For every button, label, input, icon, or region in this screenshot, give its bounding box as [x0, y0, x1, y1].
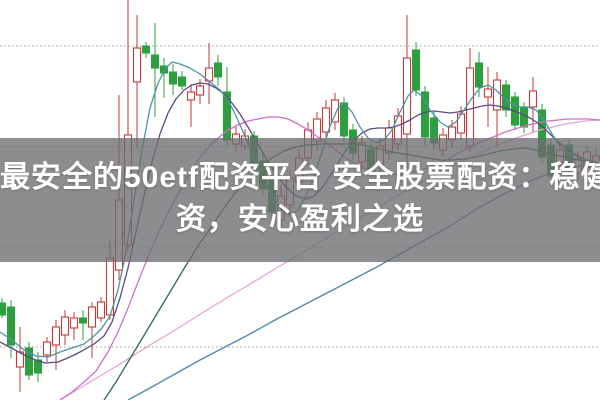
ad-banner-overlay[interactable]: 最安全的50etf配资平台 安全股票配资：稳健投 资，安心盈利之选	[0, 138, 600, 262]
candle-up	[321, 100, 331, 140]
candle-down	[177, 71, 187, 90]
candle-down	[159, 58, 169, 98]
candle-up	[186, 84, 196, 127]
candle-down	[0, 298, 7, 318]
candle-down	[213, 55, 223, 86]
candle-up	[132, 15, 142, 148]
candle-down	[78, 310, 88, 340]
candle-up	[69, 312, 79, 340]
candle-up	[330, 93, 340, 130]
candle-up	[528, 77, 538, 132]
candle-down	[222, 67, 232, 146]
candle-down	[24, 342, 34, 380]
banner-text-line-2: 资，安心盈利之选	[176, 203, 424, 236]
candle-down	[501, 80, 511, 117]
candle-down	[150, 23, 160, 117]
candle-down	[411, 42, 421, 96]
candle-up	[42, 337, 52, 362]
candle-up	[87, 302, 97, 358]
candle-down	[168, 64, 178, 95]
banner-text-line-1: 最安全的50etf配资平台 安全股票配资：稳健投	[0, 161, 600, 194]
candle-down	[141, 42, 151, 58]
candle-up	[96, 297, 106, 322]
candle-up	[60, 310, 70, 345]
candle-down	[420, 86, 430, 145]
candle-up	[15, 327, 25, 392]
candle-up	[204, 43, 214, 104]
candle-up	[483, 67, 493, 127]
